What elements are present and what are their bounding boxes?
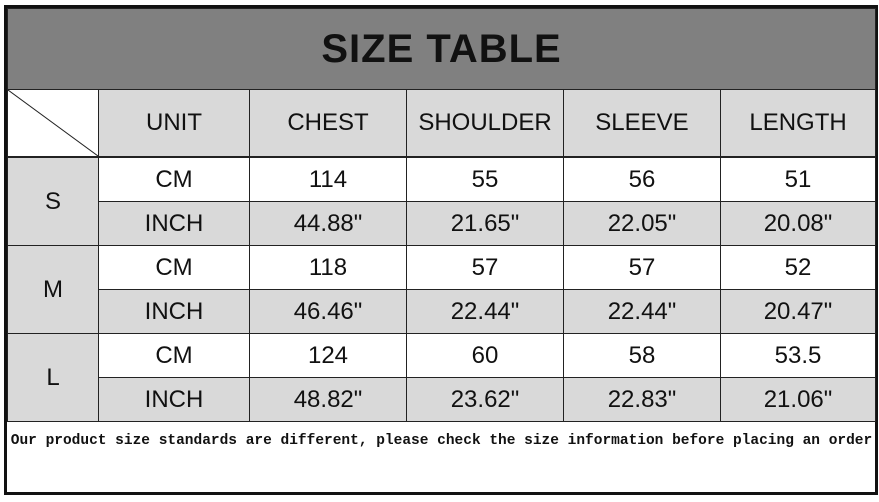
- unit-cell: INCH: [99, 378, 250, 422]
- shoulder-cell: 21.65": [407, 202, 564, 246]
- size-label: S: [8, 158, 99, 246]
- chest-cell: 46.46": [250, 290, 407, 334]
- size-table: SIZE TABLE UNIT CHEST SHOULDER SLEEVE LE…: [7, 8, 876, 157]
- sleeve-cell: 22.05": [564, 202, 721, 246]
- shoulder-cell: 22.44": [407, 290, 564, 334]
- shoulder-cell: 23.62": [407, 378, 564, 422]
- chest-cell: 48.82": [250, 378, 407, 422]
- unit-cell: CM: [99, 246, 250, 290]
- size-label: M: [8, 246, 99, 334]
- length-cell: 21.06": [721, 378, 876, 422]
- chest-cell: 118: [250, 246, 407, 290]
- chest-cell: 114: [250, 158, 407, 202]
- sleeve-cell: 22.44": [564, 290, 721, 334]
- shoulder-cell: 60: [407, 334, 564, 378]
- shoulder-cell: 55: [407, 158, 564, 202]
- header-shoulder: SHOULDER: [407, 90, 564, 157]
- length-cell: 52: [721, 246, 876, 290]
- sleeve-cell: 56: [564, 158, 721, 202]
- header-unit: UNIT: [99, 90, 250, 157]
- chest-cell: 124: [250, 334, 407, 378]
- unit-cell: CM: [99, 334, 250, 378]
- chest-cell: 44.88": [250, 202, 407, 246]
- length-cell: 20.47": [721, 290, 876, 334]
- length-cell: 20.08": [721, 202, 876, 246]
- sleeve-cell: 22.83": [564, 378, 721, 422]
- size-table-container: SIZE TABLE UNIT CHEST SHOULDER SLEEVE LE…: [4, 5, 878, 495]
- header-sleeve: SLEEVE: [564, 90, 721, 157]
- header-row: UNIT CHEST SHOULDER SLEEVE LENGTH: [8, 90, 876, 157]
- header-chest: CHEST: [250, 90, 407, 157]
- length-cell: 51: [721, 158, 876, 202]
- diagonal-corner-cell: [8, 90, 99, 157]
- table-title: SIZE TABLE: [8, 9, 876, 90]
- shoulder-cell: 57: [407, 246, 564, 290]
- size-label: L: [8, 334, 99, 422]
- unit-cell: CM: [99, 158, 250, 202]
- sleeve-cell: 58: [564, 334, 721, 378]
- unit-cell: INCH: [99, 290, 250, 334]
- footer-note: Our product size standards are different…: [8, 422, 876, 502]
- header-length: LENGTH: [721, 90, 876, 157]
- unit-cell: INCH: [99, 202, 250, 246]
- sleeve-cell: 57: [564, 246, 721, 290]
- length-cell: 53.5: [721, 334, 876, 378]
